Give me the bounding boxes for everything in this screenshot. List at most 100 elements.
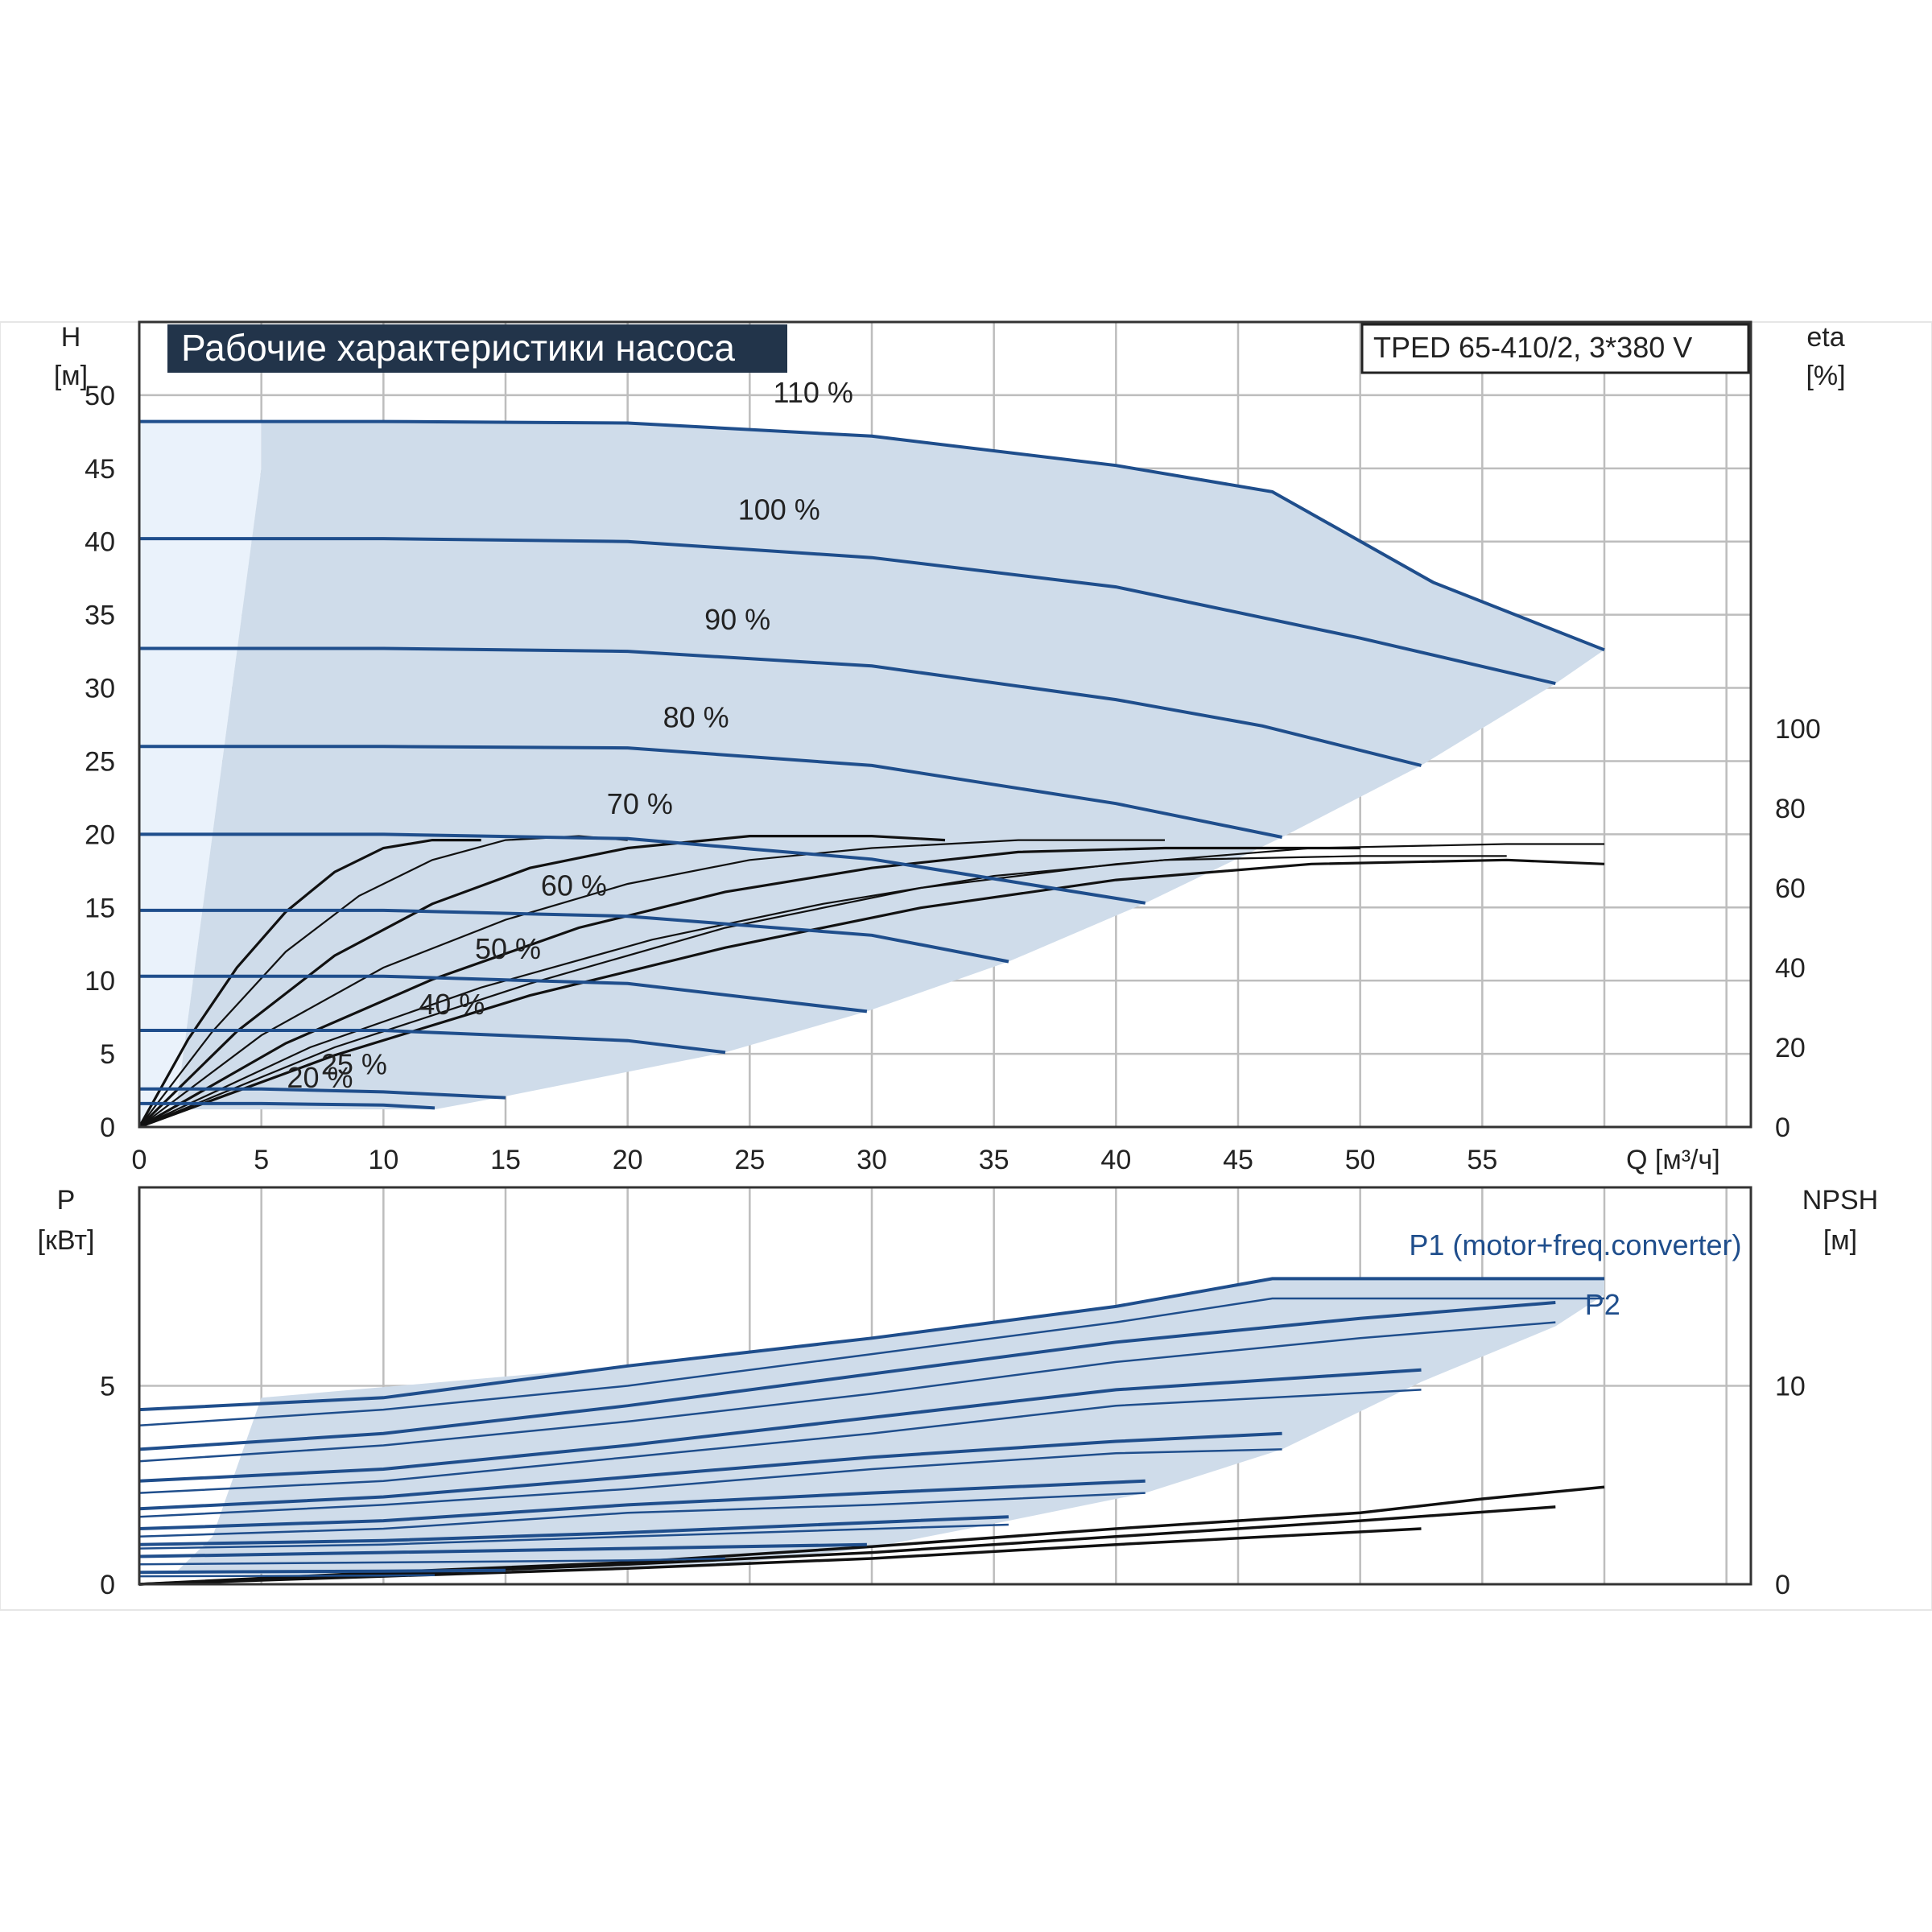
x-tick-label: 35	[979, 1145, 1009, 1175]
power-curve	[138, 1492, 1146, 1538]
y-tick-label: 10	[85, 966, 115, 997]
head-curve-label: 60 %	[541, 869, 607, 902]
efficiency-curve	[138, 839, 481, 1128]
y-tick-label: 0	[100, 1113, 115, 1143]
efficiency-curve	[138, 835, 946, 1129]
head-curve-label: 110 %	[773, 376, 852, 409]
efficiency-curves	[138, 835, 1605, 1129]
x-tick-label: 40	[1100, 1145, 1131, 1175]
eta-tick-label: 100	[1775, 714, 1821, 745]
power-curves: P1 (motor+freq.converter) P2	[138, 1228, 1741, 1578]
power-curve	[138, 1321, 1556, 1463]
power-curve	[138, 1297, 1604, 1427]
head-y-axis-unit: [м]	[54, 361, 88, 391]
power-operating-area-polygon	[175, 1278, 1604, 1577]
power-curve	[138, 1389, 1422, 1494]
head-curve-label: 25 %	[321, 1048, 387, 1081]
eta-tick-label: 20	[1775, 1033, 1806, 1063]
y-tick-label: 5	[100, 1039, 115, 1070]
y-tick-label: 30	[85, 674, 115, 704]
model-box	[1360, 323, 1750, 374]
head-curve	[139, 537, 1556, 686]
eta-axis-unit: [%]	[1806, 361, 1845, 391]
head-curve	[139, 419, 1605, 652]
head-curve	[139, 1087, 506, 1100]
operating-area	[175, 421, 1604, 1110]
x-tick-label: 50	[1345, 1145, 1376, 1175]
x-tick-label: 5	[254, 1145, 269, 1175]
power-plot-frame	[138, 1186, 1752, 1586]
x-tick-label: 15	[490, 1145, 521, 1175]
head-curves	[139, 419, 1605, 1110]
eta-tick-label: 60	[1775, 873, 1806, 904]
power-curve	[138, 1277, 1604, 1412]
y-tick-label: 25	[85, 746, 115, 777]
x-tick-label: 25	[734, 1145, 765, 1175]
head-curve	[139, 974, 868, 1013]
efficiency-curve	[138, 858, 1605, 1129]
chart-title: Рабочие характеристики насоса	[181, 327, 735, 369]
head-plot-frame	[138, 320, 1752, 1129]
head-curve	[139, 1029, 726, 1055]
eta-tick-label: 0	[1775, 1113, 1790, 1143]
efficiency-curve	[138, 839, 1165, 1128]
efficiency-curve	[138, 846, 1360, 1129]
power-curve	[138, 1515, 1009, 1546]
operating-area-light	[139, 421, 262, 1127]
x-tick-label: 0	[132, 1145, 147, 1175]
power-y-axis-title: P	[57, 1185, 76, 1216]
power-curve	[138, 1368, 1422, 1483]
x-axis-title: Q [м³/ч]	[1626, 1145, 1720, 1175]
power-operating-area	[175, 1278, 1604, 1577]
power-curve	[138, 1557, 726, 1566]
head-curve-label: 50 %	[475, 932, 541, 965]
power-axes: 0 5 0 10	[100, 1186, 1806, 1600]
eta-tick-label: 40	[1775, 953, 1806, 984]
efficiency-curve	[138, 855, 1507, 1128]
head-curve	[139, 1101, 436, 1110]
power-series-label: P2	[1585, 1288, 1620, 1321]
power-series-label: P1 (motor+freq.converter)	[1409, 1228, 1741, 1261]
chart-title-background	[167, 324, 787, 373]
x-tick-label: 20	[613, 1145, 643, 1175]
head-curve-label: 80 %	[663, 701, 729, 734]
npsh-tick-label: 10	[1775, 1372, 1806, 1402]
y-tick-label: 40	[85, 527, 115, 558]
y-tick-label: 15	[85, 893, 115, 923]
power-curve	[138, 1479, 1146, 1530]
head-curve-label: 20 %	[287, 1061, 353, 1094]
head-curve-label: 90 %	[704, 603, 770, 636]
npsh-axis-unit: [м]	[1823, 1225, 1857, 1256]
y-tick-label: 35	[85, 601, 115, 631]
power-y-tick-label: 5	[100, 1372, 115, 1402]
y-tick-label: 50	[85, 381, 115, 411]
npsh-tick-label: 0	[1775, 1570, 1790, 1600]
eta-axis-title: eta	[1806, 322, 1844, 353]
head-curve	[139, 646, 1422, 767]
power-y-axis-unit: [кВт]	[38, 1225, 95, 1256]
y-tick-label: 20	[85, 819, 115, 850]
x-tick-label: 45	[1223, 1145, 1253, 1175]
head-curve-labels: 110 % 100 % 90 % 80 % 70 % 60 %50 % 40 % 25 %20…	[287, 376, 852, 1094]
npsh-axis-title: NPSH	[1802, 1185, 1878, 1216]
power-curve	[138, 1523, 1009, 1550]
npsh-curve	[138, 1505, 1556, 1586]
power-curve	[138, 1542, 867, 1558]
head-curve-label: 70 %	[607, 787, 673, 820]
head-y-axis-title: H	[61, 322, 81, 353]
x-tick-label: 10	[368, 1145, 398, 1175]
npsh-curve	[138, 1527, 1422, 1586]
efficiency-curve	[138, 843, 1604, 1129]
x-tick-label: 55	[1467, 1145, 1497, 1175]
y-tick-label: 45	[85, 454, 115, 485]
x-tick-label: 30	[857, 1145, 887, 1175]
head-axes: 0 5 10 15 20 25 30 35 40 45 50 55 0 5 10 15 20 25 30 35 40 45…	[85, 320, 1821, 1175]
head-curve-label: 100 %	[738, 493, 820, 526]
model-label: TPED 65-410/2, 3*380 V	[1373, 331, 1692, 364]
head-curve	[139, 832, 1146, 905]
power-curve	[138, 1568, 506, 1575]
power-curve	[138, 1301, 1556, 1451]
eta-tick-label: 80	[1775, 794, 1806, 824]
head-curve-label: 40 %	[419, 988, 485, 1021]
power-y-tick-label: 0	[100, 1570, 115, 1600]
